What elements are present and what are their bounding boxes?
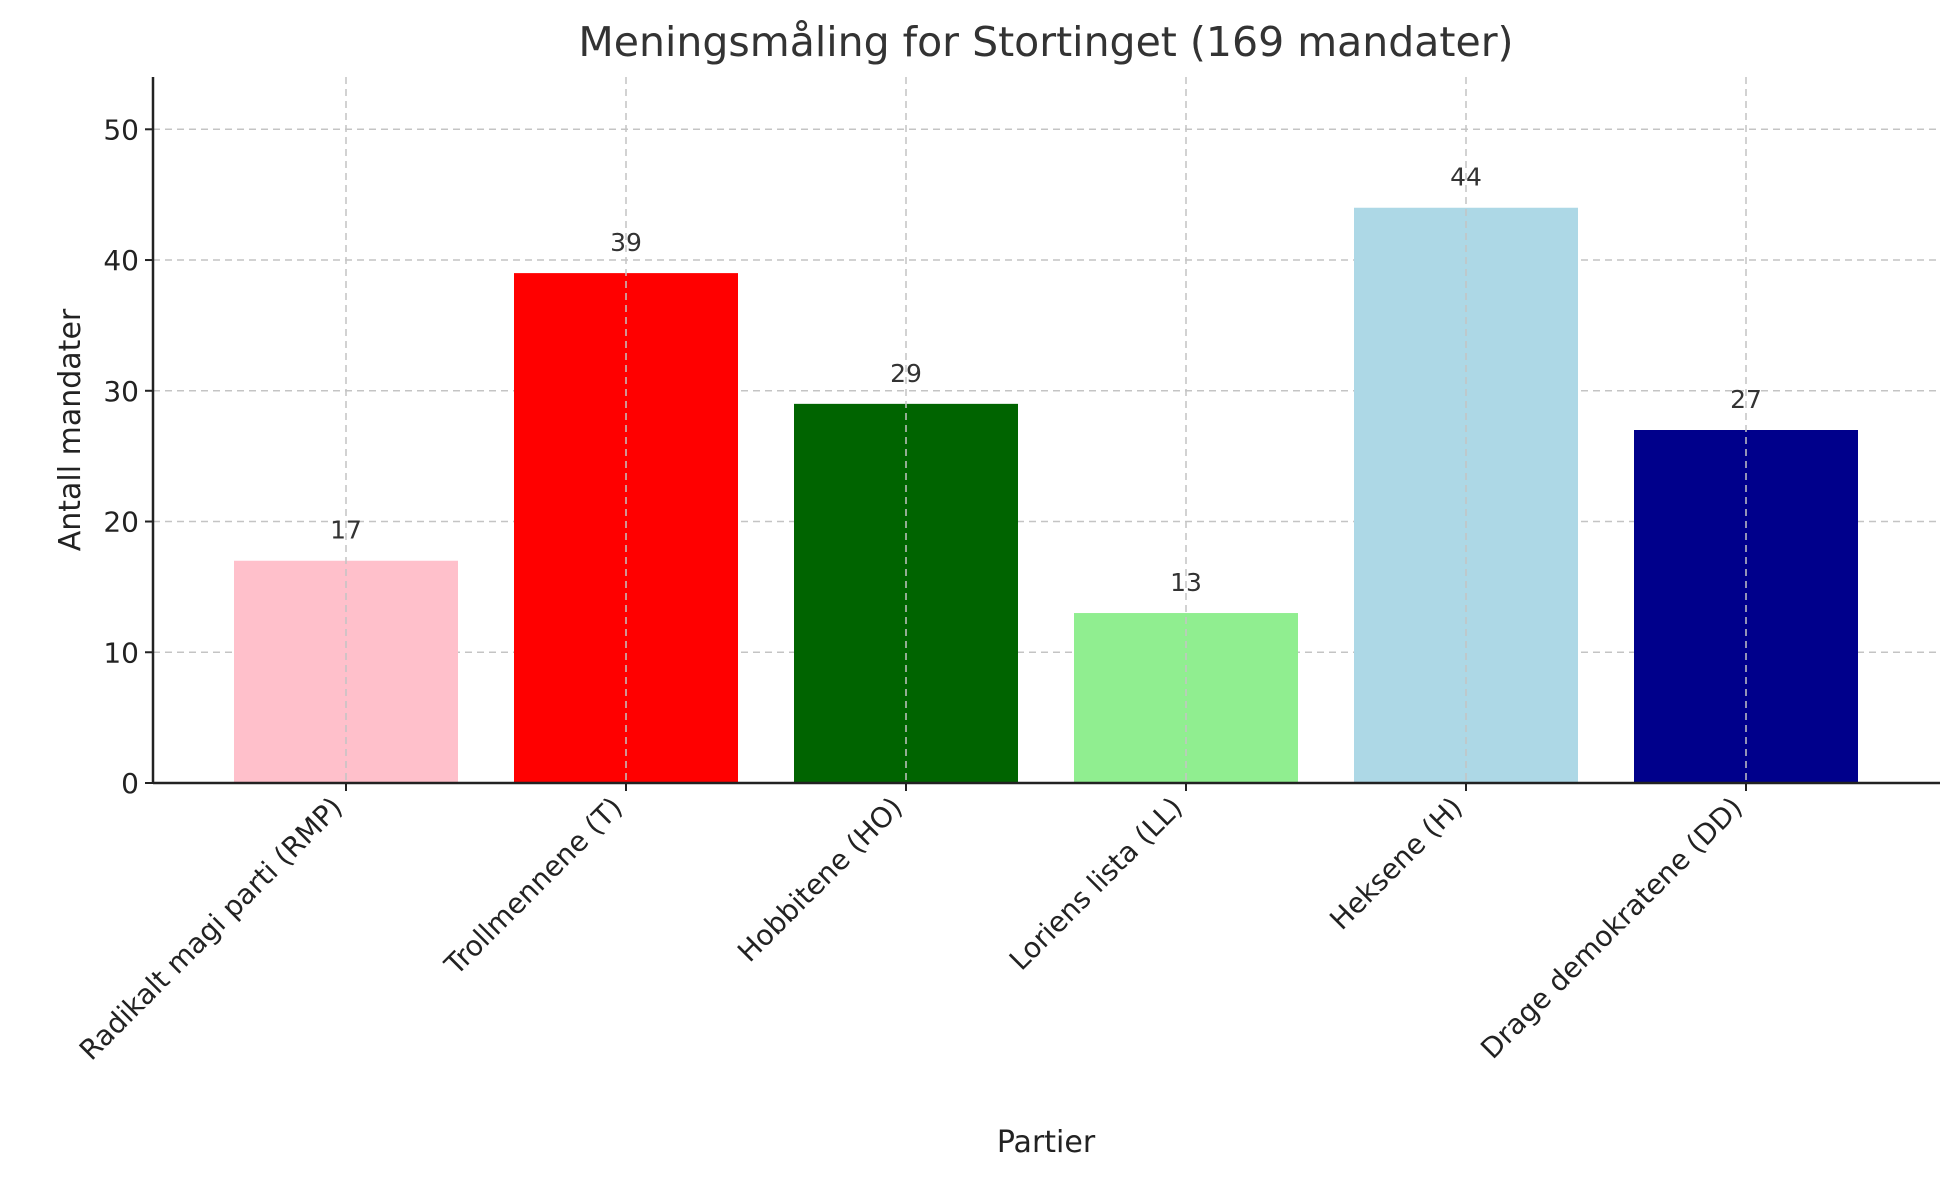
x-tick-label: Hobbitene (HO) [731, 791, 909, 969]
vertical-gridlines [345, 77, 1747, 783]
bar-value-label: 13 [1170, 568, 1202, 597]
x-tick-label: Loriens lista (LL) [1003, 791, 1189, 977]
x-axis-label: Partier [997, 1125, 1096, 1160]
x-ticks: Radikalt magi parti (RMP) Trollmennene (T… [73, 783, 1749, 1067]
y-tick-label: 10 [103, 636, 139, 669]
bar-value-label: 44 [1450, 163, 1482, 192]
y-tick-label: 50 [103, 113, 139, 146]
y-tick-label: 20 [103, 506, 139, 539]
bar-value-label: 17 [330, 516, 362, 545]
bar [1354, 207, 1578, 784]
bar-value-label: 39 [610, 228, 642, 257]
data-labels: 17 39 29 13 44 27 [330, 163, 1762, 597]
bar-value-label: 29 [890, 359, 922, 388]
bars [234, 207, 1858, 784]
y-tick-label: 0 [121, 767, 139, 800]
y-tick-label: 40 [103, 244, 139, 277]
y-tick-label: 30 [103, 375, 139, 408]
y-ticks: 0 10 20 30 40 50 [103, 113, 153, 800]
chart-title: Meningsmåling for Stortinget (169 mandat… [578, 18, 1513, 66]
bar [1074, 613, 1298, 783]
x-tick-label: Trollmennene (T) [438, 791, 629, 982]
x-tick-label: Radikalt magi parti (RMP) [73, 791, 349, 1067]
x-tick-label: Drage demokratene (DD) [1474, 791, 1749, 1066]
x-tick-label: Heksene (H) [1323, 791, 1469, 937]
axes [151, 77, 1940, 785]
bar-value-label: 27 [1730, 385, 1762, 414]
y-axis-label: Antall mandater [53, 308, 88, 551]
